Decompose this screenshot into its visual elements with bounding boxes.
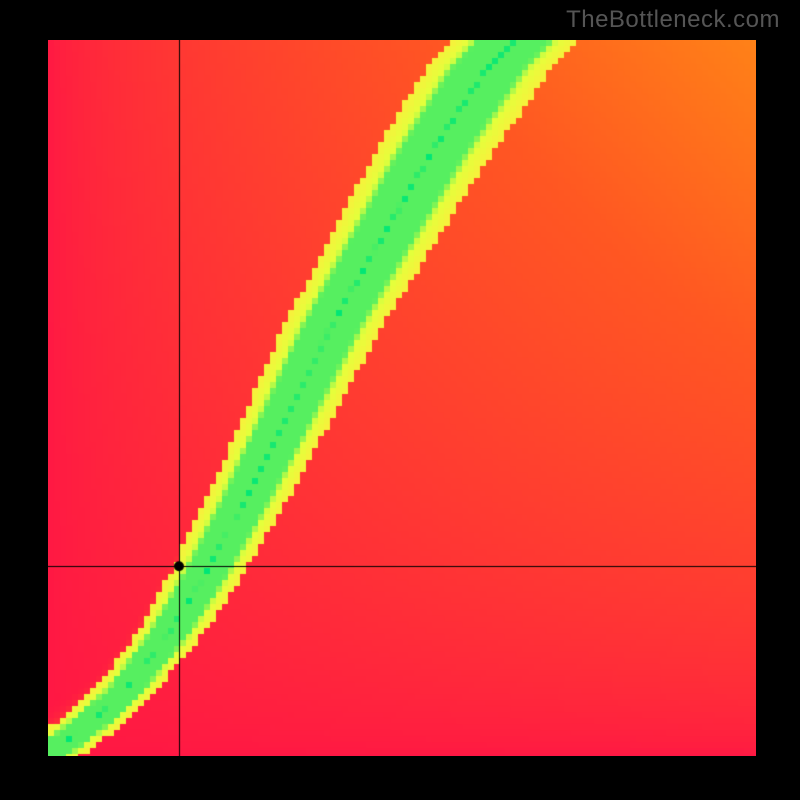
- bottleneck-heatmap: [48, 40, 756, 756]
- chart-container: TheBottleneck.com: [0, 0, 800, 800]
- watermark-text: TheBottleneck.com: [566, 6, 780, 34]
